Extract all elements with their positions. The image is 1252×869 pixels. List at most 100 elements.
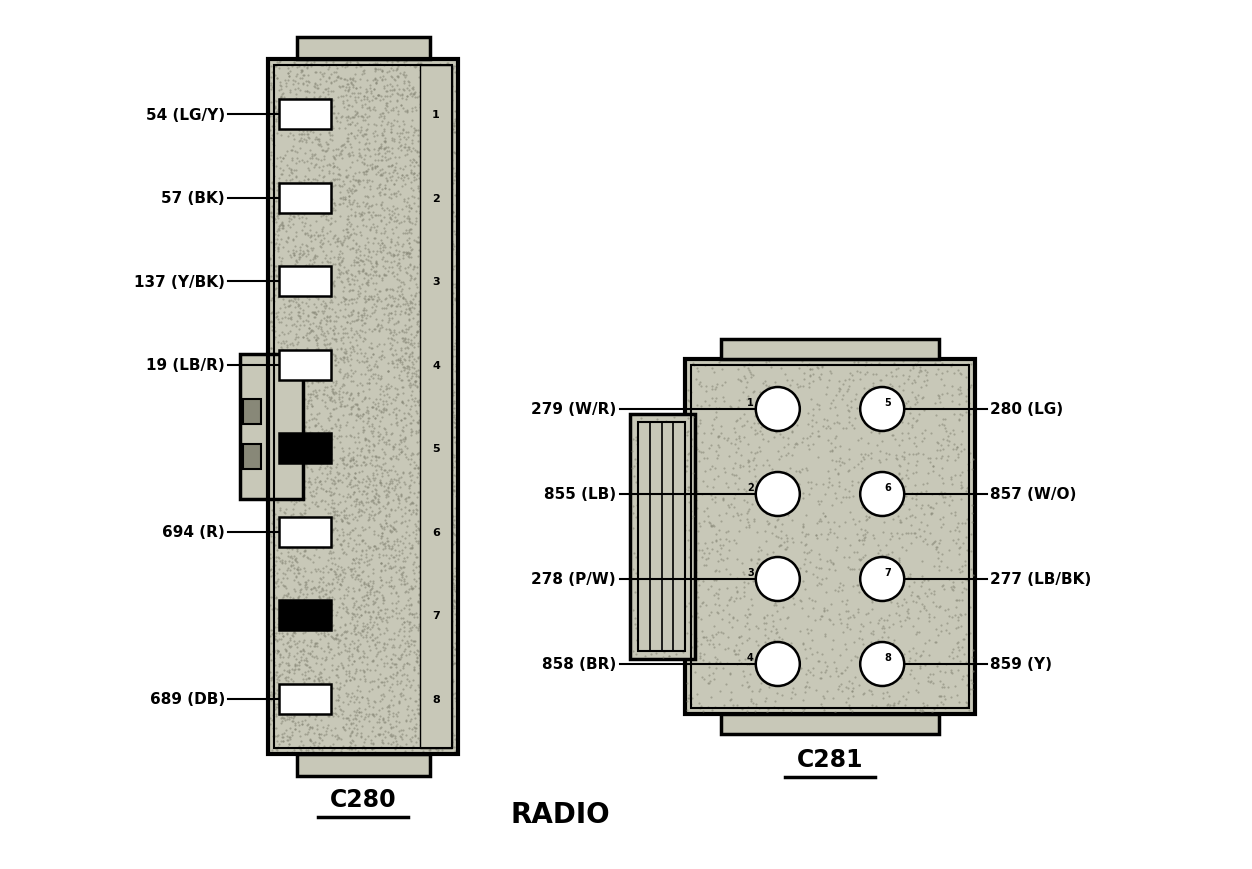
Point [906,415,926,428]
Point [353,196,373,209]
Point [424,678,444,692]
Point [754,377,774,391]
Point [293,607,313,621]
Point [298,552,318,566]
Point [652,554,672,568]
Point [412,640,432,653]
Point [900,652,920,666]
Point [431,720,451,733]
Point [919,614,939,628]
Point [308,260,328,274]
Point [278,129,298,143]
Point [929,559,949,573]
Point [305,700,326,713]
Point [323,56,343,70]
Point [883,570,903,584]
Point [757,645,777,659]
Point [899,603,919,617]
Point [353,408,373,421]
Point [422,153,442,167]
Point [356,433,376,447]
Point [444,293,464,307]
Point [341,137,361,151]
Point [270,91,290,105]
Point [433,429,453,443]
Point [323,738,343,752]
Point [793,517,813,531]
Point [680,441,700,455]
Point [328,163,348,177]
Point [856,395,876,408]
Point [327,233,347,247]
Point [304,650,324,664]
Point [312,534,332,547]
Point [392,489,412,503]
Point [284,292,304,306]
Point [386,328,406,342]
Point [396,492,416,506]
Point [364,162,384,176]
Point [262,342,282,356]
Point [860,452,880,466]
Point [409,298,429,312]
Point [878,698,898,712]
Point [854,529,874,543]
Point [627,438,647,452]
Point [298,275,318,289]
Point [285,291,305,305]
Point [368,90,388,103]
Point [414,326,434,340]
Point [321,547,341,561]
Point [295,458,316,472]
Point [720,399,740,413]
Point [442,398,462,412]
Point [669,457,689,471]
Point [366,209,386,222]
Point [288,189,308,203]
Point [323,508,343,522]
Point [267,488,287,502]
Point [278,587,298,600]
Point [401,621,421,635]
Point [442,358,462,372]
Point [371,463,391,477]
Point [294,219,314,233]
Point [662,615,682,629]
Point [687,586,707,600]
Point [660,649,680,663]
Point [931,695,952,709]
Point [344,596,364,610]
Point [433,536,453,550]
Point [626,567,646,580]
Point [408,621,428,635]
Point [419,328,439,342]
Point [404,60,424,74]
Point [729,372,749,386]
Point [264,645,284,659]
Point [424,392,444,406]
Point [434,90,454,104]
Point [341,673,361,687]
Point [422,394,442,408]
Point [369,94,389,108]
Point [309,525,329,539]
Point [363,653,383,667]
Point [322,701,342,715]
Point [945,508,965,522]
Point [911,391,931,405]
Point [824,416,844,430]
Point [918,589,938,603]
Point [433,602,453,616]
Point [381,235,401,249]
Point [279,295,299,309]
Point [274,726,294,740]
Point [280,209,300,223]
Point [393,407,413,421]
Point [359,513,379,527]
Point [344,397,364,411]
Point [692,631,712,645]
Point [285,254,305,268]
Point [436,403,456,417]
Point [369,403,389,417]
Point [290,653,310,667]
